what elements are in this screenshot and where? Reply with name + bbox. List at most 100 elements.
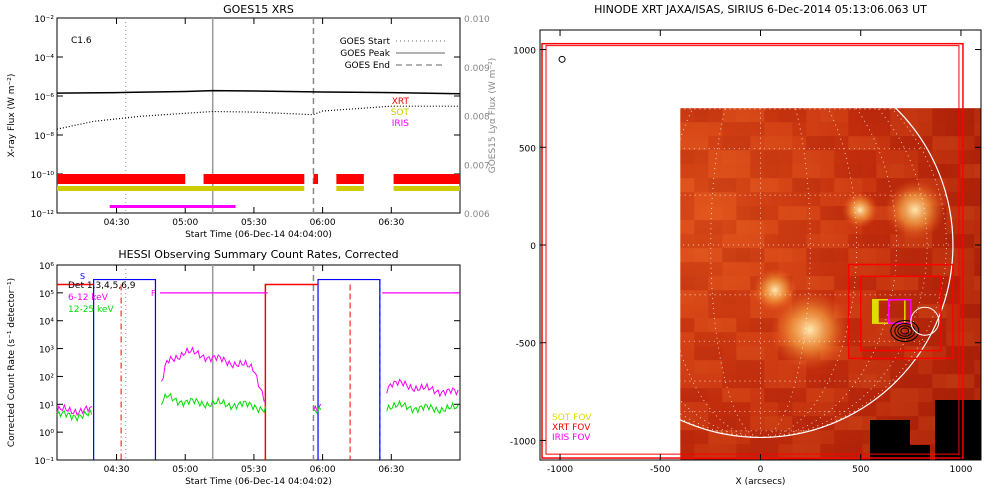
image-tile — [918, 248, 933, 263]
image-tile — [904, 108, 919, 123]
image-tile — [960, 262, 975, 277]
image-tile — [876, 248, 891, 263]
image-tile — [778, 402, 793, 417]
image-tile — [750, 178, 765, 193]
image-tile — [764, 402, 779, 417]
image-tile — [722, 346, 737, 361]
coverage-label: XRT — [392, 97, 410, 107]
coverage-label: IRIS — [392, 119, 410, 129]
image-tile — [806, 458, 821, 460]
image-tile — [750, 318, 765, 333]
image-tile — [722, 304, 737, 319]
image-tile — [694, 346, 709, 361]
x-axis-label: X (arcsecs) — [736, 477, 786, 487]
image-tile — [764, 122, 779, 137]
image-tile — [862, 178, 877, 193]
image-tile — [680, 430, 695, 445]
image-tile — [848, 150, 863, 165]
image-tile — [946, 248, 961, 263]
image-tile — [848, 164, 863, 179]
image-tile — [736, 318, 751, 333]
image-tile — [834, 220, 849, 235]
image-tile — [792, 234, 807, 249]
image-tile — [876, 276, 891, 291]
image-tile — [750, 164, 765, 179]
image-tile — [862, 248, 877, 263]
series-line-1 — [56, 105, 460, 130]
image-tile — [736, 458, 751, 460]
coverage-bar-xrt — [393, 174, 460, 184]
image-tile — [932, 108, 947, 123]
x-tick-label: -500 — [650, 465, 671, 475]
image-tile — [764, 220, 779, 235]
image-tile — [932, 276, 947, 291]
image-tile — [862, 234, 877, 249]
hinode-xrt-image-panel: HINODE XRT JAXA/ISAS, SIRIUS 6-Dec-2014 … — [510, 3, 982, 487]
image-tile — [792, 164, 807, 179]
image-tile — [708, 430, 723, 445]
image-tile — [848, 108, 863, 123]
solar-limb — [567, 51, 954, 439]
image-tile — [764, 444, 779, 459]
coverage-bar-xrt — [57, 174, 186, 184]
image-tile — [764, 164, 779, 179]
image-tile — [708, 108, 723, 123]
image-tile — [848, 318, 863, 333]
count-rate-line-0 — [312, 403, 322, 413]
bright-region — [753, 268, 797, 312]
image-tile — [750, 402, 765, 417]
image-tile — [806, 262, 821, 277]
image-tile — [974, 150, 981, 165]
chart-title: GOES15 XRS — [223, 3, 294, 16]
image-tile — [806, 430, 821, 445]
data-gap — [935, 400, 981, 460]
count-rate-line-1 — [386, 399, 459, 415]
legend-label: GOES End — [345, 61, 390, 71]
image-tile — [890, 388, 905, 403]
image-tile — [750, 248, 765, 263]
image-tile — [722, 136, 737, 151]
x-axis-label: Start Time (06-Dec-14 04:04:02) — [185, 477, 332, 487]
image-tile — [680, 108, 695, 123]
image-tile — [792, 178, 807, 193]
image-tile — [778, 220, 793, 235]
image-tile — [708, 402, 723, 417]
image-tile — [848, 248, 863, 263]
legend-label: 6-12 keV — [68, 293, 109, 303]
image-tile — [918, 122, 933, 137]
y-tick-label: 10⁻¹⁰ — [31, 171, 55, 181]
image-tile — [862, 122, 877, 137]
image-tile — [918, 402, 933, 417]
image-tile — [708, 220, 723, 235]
image-tile — [806, 234, 821, 249]
image-tile — [862, 332, 877, 347]
image-tile — [974, 318, 981, 333]
image-tile — [736, 360, 751, 375]
image-tile — [778, 416, 793, 431]
image-tile — [806, 402, 821, 417]
y2-tick-label: 0.008 — [464, 113, 490, 123]
image-tile — [890, 374, 905, 389]
image-tile — [680, 332, 695, 347]
image-tile — [764, 360, 779, 375]
image-tile — [694, 192, 709, 207]
y-tick-label: 10⁵ — [39, 290, 54, 300]
image-tile — [974, 388, 981, 403]
image-tile — [750, 150, 765, 165]
image-tile — [848, 234, 863, 249]
image-tile — [778, 444, 793, 459]
coverage-label: SOT — [391, 108, 410, 118]
image-tile — [722, 430, 737, 445]
image-tile — [722, 192, 737, 207]
image-tile — [960, 304, 975, 319]
image-tile — [820, 248, 835, 263]
image-tile — [694, 206, 709, 221]
image-tile — [876, 374, 891, 389]
image-tile — [694, 430, 709, 445]
y-tick-label: 10⁻² — [34, 15, 54, 25]
goes-xrs-panel: GOES15 XRS 10⁻² 10⁻⁴ 10⁻⁶ 10⁻⁸ 10⁻¹⁰ 10⁻¹² 0.01… — [7, 3, 498, 240]
image-tile — [820, 136, 835, 151]
image-tile — [946, 206, 961, 221]
image-tile — [806, 122, 821, 137]
